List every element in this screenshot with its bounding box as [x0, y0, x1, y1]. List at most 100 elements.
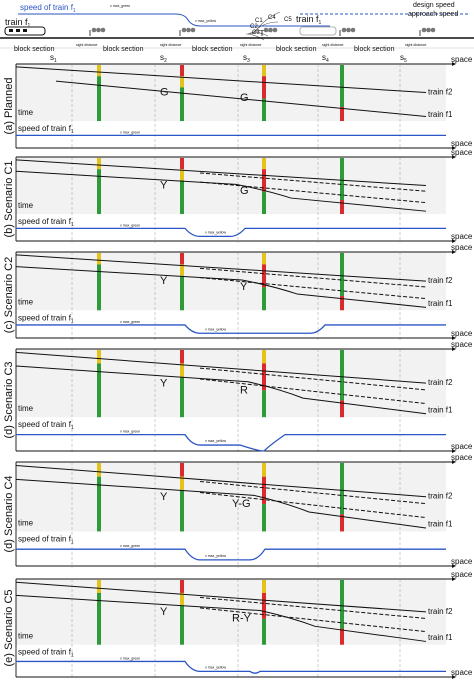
speed-label-sub: 1 [71, 653, 74, 659]
time-label: time [18, 632, 34, 641]
time-label: time [18, 108, 34, 117]
signal-aspect-block [340, 580, 344, 629]
train-path-f1-planned [199, 596, 427, 619]
train-f1-label: train f1 [428, 633, 453, 642]
vmax-green-label: v max_green [120, 223, 140, 227]
space-label: space [451, 340, 473, 349]
train-path-f2 [15, 351, 427, 384]
space-arrow [452, 460, 456, 464]
case-label-c1: C1 [255, 18, 263, 24]
legend-vmax-yellow: v max_yellow [195, 19, 216, 23]
legend-speed-curve [18, 13, 330, 27]
train-path-f1 [15, 478, 427, 529]
legend-train-f1: train f1 [5, 17, 31, 29]
speed-space-arrow [452, 564, 456, 568]
vmax-green-label: v max_green [120, 430, 140, 434]
train-path-f1-planned [199, 267, 427, 288]
train-icon [4, 26, 46, 36]
signal-aspect-block [97, 158, 101, 170]
panel-side-label: (d) Scenario C3 [3, 361, 15, 438]
block-section-row: block section block section block sectio… [0, 43, 474, 64]
vmax-yellow-label: v max_yellow [205, 665, 226, 669]
speed-label: speed of train f1 [18, 313, 74, 324]
speed-space-label: space [451, 668, 473, 677]
signal-aspect-block [180, 264, 184, 276]
space-label: space [451, 570, 473, 579]
aspect-label-1: Y [160, 179, 168, 191]
train-path-f2 [15, 464, 427, 498]
section-s5: s5 [400, 53, 407, 64]
speed-label-sub: 1 [71, 318, 74, 324]
plot-background [16, 252, 446, 311]
aspect-label-1: Y [160, 275, 168, 287]
aspect-label-1: Y [160, 491, 168, 503]
signal-aspect-block [180, 605, 184, 645]
vmax-green-label: v max_green [120, 544, 140, 548]
train-path-f1 [15, 170, 427, 212]
signal-aspect-block [97, 253, 101, 265]
train-f1-label: train f1 [428, 520, 453, 529]
speed-space-label: space [451, 442, 473, 451]
speed-space-arrow [452, 239, 456, 243]
signal-aspect-block [340, 200, 344, 215]
signal-aspect-block [262, 476, 266, 505]
signal-aspect-block [97, 592, 101, 645]
space-arrow [452, 250, 456, 254]
vmax-green-label: v max_green [120, 130, 140, 134]
panel-side-label: (e) Scenario C5 [3, 589, 15, 666]
signal-aspect-block [180, 580, 184, 593]
train-path-f2-planned [199, 277, 427, 300]
signal-aspect-block [180, 592, 184, 606]
signal-aspect-block [340, 65, 344, 108]
space-arrow [452, 347, 456, 351]
legend-speed-label: speed of train f1 [20, 3, 76, 14]
speed-space-arrow [452, 675, 456, 679]
section-s4: s4 [322, 53, 329, 64]
train-path-f1-planned [199, 172, 427, 192]
space-label: space [451, 55, 473, 64]
plot-background [16, 157, 446, 215]
plot-background [16, 349, 446, 418]
signal-aspect-block [340, 628, 344, 645]
case-label-c2: C2 [250, 24, 258, 30]
speed-label-sub: 1 [71, 425, 74, 431]
signal-aspect-block [180, 180, 184, 215]
section-s3: s3 [243, 53, 250, 64]
signal-aspect-block [340, 253, 344, 296]
signal-aspect-block [262, 253, 266, 265]
sight-distance-4: sight distance [322, 43, 343, 47]
aspect-label-1: Y [160, 606, 168, 618]
section-s1: s1 [50, 53, 57, 64]
signal-aspect-block [340, 514, 344, 532]
aspect-label-2: G [240, 185, 249, 197]
train-path-f2 [15, 66, 427, 94]
speed-label-sub: 1 [71, 129, 74, 135]
train-path-f1 [15, 365, 427, 415]
signal-aspect-block [262, 618, 266, 645]
signal-aspect-block [262, 98, 266, 122]
signal-aspect-block [180, 253, 184, 265]
signal-aspect-block [262, 463, 266, 477]
signal-aspect-block [180, 76, 184, 88]
signal-aspect-block [97, 350, 101, 364]
block-section-label-2: block section [103, 46, 144, 53]
signal-aspect-block [340, 463, 344, 515]
signal-aspect-block [97, 76, 101, 122]
speed-label-sub: 1 [71, 539, 74, 545]
train-f2-label: train f2 [428, 492, 453, 501]
time-label: time [18, 297, 34, 306]
signal-aspect-block [262, 169, 266, 192]
signal-aspect-block [262, 264, 266, 288]
speed-label: speed of train f1 [18, 648, 74, 659]
speed-label: speed of train f1 [18, 217, 74, 228]
sight-distance-3: sight distance [240, 43, 261, 47]
speed-space-arrow [452, 449, 456, 453]
speed-space-label: space [451, 232, 473, 241]
panel-side-label: (b) Scenario C1 [3, 160, 15, 237]
space-arrow [452, 62, 456, 66]
signal-aspect-block [340, 107, 344, 122]
space-label: space [451, 453, 473, 462]
signal-aspect-block [97, 169, 101, 215]
vmax-yellow-label: v max_yellow [205, 554, 226, 558]
